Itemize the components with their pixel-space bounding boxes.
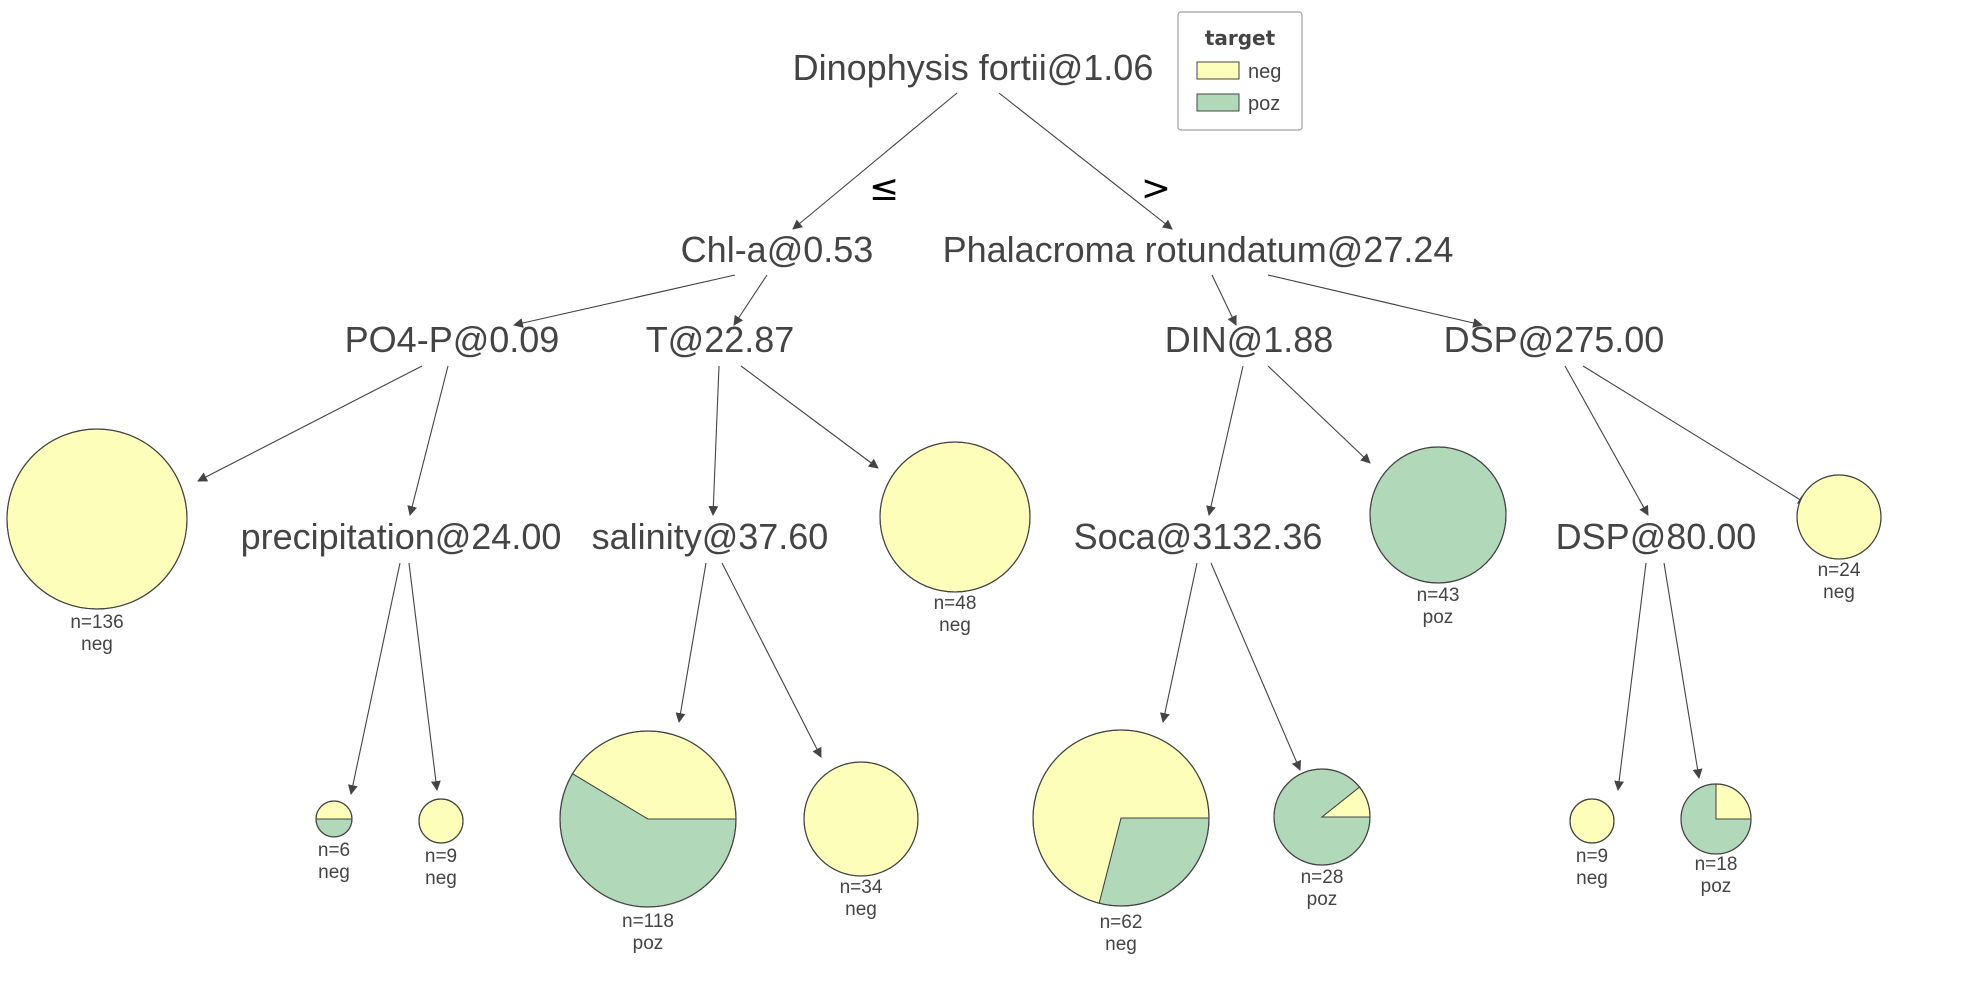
edge-soca-leaf28 xyxy=(1210,562,1302,771)
split-node-phalacroma: Phalacroma rotundatum@27.24 xyxy=(943,229,1454,270)
split-node-dsp-80: DSP@80.00 xyxy=(1556,516,1757,557)
edge-root-phal xyxy=(998,92,1173,230)
edge-label-le: ≤ xyxy=(869,168,899,209)
split-node-precipitation: precipitation@24.00 xyxy=(241,516,562,557)
leaf-node: n=24 neg xyxy=(1796,474,1882,603)
edge-din-soca xyxy=(1206,365,1244,516)
leaf-count: n=28 xyxy=(1301,867,1344,888)
split-node-chla: Chl-a@0.53 xyxy=(681,229,874,270)
leaf-count: n=136 xyxy=(70,612,123,633)
leaf-count: n=24 xyxy=(1818,560,1861,581)
edge-dsp2-leaf18 xyxy=(1663,562,1703,779)
edge-precip-leaf6 xyxy=(348,562,401,795)
pie-slice-neg xyxy=(879,441,1031,593)
edge-po4-precip xyxy=(407,365,449,516)
legend-title: target xyxy=(1205,26,1276,50)
edge-label-gt: > xyxy=(1141,168,1171,209)
leaf-class: poz xyxy=(1701,876,1732,897)
edge-salinity-leaf34 xyxy=(721,562,822,758)
leaf-count: n=9 xyxy=(1576,846,1608,867)
pie-outline xyxy=(1796,474,1882,560)
leaf-node: n=6 neg xyxy=(315,800,353,883)
leaf-class: neg xyxy=(318,862,350,883)
leaf-class: poz xyxy=(1423,607,1454,628)
edge-root-chla xyxy=(792,92,958,230)
legend-swatch-neg xyxy=(1196,61,1240,80)
leaf-class: neg xyxy=(939,615,971,636)
leaf-node: n=48 neg xyxy=(879,441,1031,636)
leaf-class: poz xyxy=(1307,889,1338,910)
pie-slice-neg xyxy=(315,800,353,820)
legend-label-neg: neg xyxy=(1248,61,1281,83)
leaf-class: neg xyxy=(1576,868,1608,889)
leaf-count: n=43 xyxy=(1417,585,1460,606)
edge-dsp1-leaf24 xyxy=(1582,365,1808,505)
leaf-count: n=62 xyxy=(1100,912,1143,933)
pie-outline xyxy=(1032,729,1210,907)
split-node-t: T@22.87 xyxy=(646,319,795,360)
leaf-node: n=43 poz xyxy=(1369,446,1507,628)
edge-dsp2-leaf9b xyxy=(1614,562,1647,791)
pie-slice-neg xyxy=(6,428,188,610)
legend: target neg poz xyxy=(1177,11,1303,131)
split-node-din: DIN@1.88 xyxy=(1165,319,1334,360)
leaf-node: n=28 poz xyxy=(1273,768,1371,910)
edge-t-leaf48 xyxy=(740,365,879,469)
edge-din-leaf43 xyxy=(1267,365,1371,464)
edge-po4-leaf136 xyxy=(197,365,423,482)
pie-slice-poz xyxy=(315,818,353,838)
legend-label-poz: poz xyxy=(1248,93,1280,115)
leaf-count: n=48 xyxy=(934,593,977,614)
edge-chla-po4 xyxy=(513,274,736,328)
leaf-class: neg xyxy=(1105,934,1137,955)
leaf-class: neg xyxy=(845,899,877,920)
split-node-po4: PO4-P@0.09 xyxy=(345,319,560,360)
edge-phal-dsp1 xyxy=(1267,274,1483,328)
leaf-count: n=34 xyxy=(840,877,883,898)
tree-edges xyxy=(197,92,1808,795)
leaf-count: n=18 xyxy=(1695,854,1738,875)
leaf-node: n=34 neg xyxy=(803,761,919,920)
pie-slice-poz xyxy=(1369,446,1507,584)
leaf-node: n=9 neg xyxy=(1569,798,1615,889)
pie-outline xyxy=(559,730,737,908)
leaf-class: poz xyxy=(633,933,664,954)
pie-outline xyxy=(879,441,1031,593)
leaf-count: n=9 xyxy=(425,846,457,867)
leaf-class: neg xyxy=(1823,582,1855,603)
leaf-count: n=6 xyxy=(318,840,350,861)
edge-dsp1-dsp2 xyxy=(1564,365,1649,516)
edge-chla-t xyxy=(733,274,768,326)
pie-outline xyxy=(1273,768,1371,866)
split-node-salinity: salinity@37.60 xyxy=(592,516,829,557)
split-labels: Dinophysis fortii@1.06 Chl-a@0.53 Phalac… xyxy=(241,47,1757,557)
legend-swatch-poz xyxy=(1196,93,1240,112)
split-node-dsp-275: DSP@275.00 xyxy=(1444,319,1665,360)
leaf-node: n=18 poz xyxy=(1680,783,1752,897)
leaf-node: n=62 neg xyxy=(1032,729,1210,955)
leaf-node: n=9 neg xyxy=(418,798,464,889)
split-node-soca: Soca@3132.36 xyxy=(1074,516,1323,557)
pie-outline xyxy=(6,428,188,610)
edge-salinity-leaf118 xyxy=(675,562,707,723)
leaf-class: neg xyxy=(425,868,457,889)
leaf-node: n=118 poz xyxy=(559,730,737,954)
pie-outline xyxy=(1680,783,1752,855)
pie-outline xyxy=(315,800,353,838)
split-node-root: Dinophysis fortii@1.06 xyxy=(793,47,1154,88)
leaf-node: n=136 neg xyxy=(6,428,188,655)
leaf-count: n=118 xyxy=(622,911,674,932)
pie-outline xyxy=(418,798,464,844)
leaf-class: neg xyxy=(81,634,113,655)
pie-outline xyxy=(803,761,919,877)
edge-soca-leaf62 xyxy=(1160,562,1198,723)
edge-t-salinity xyxy=(708,365,720,516)
edge-precip-leaf9a xyxy=(408,562,441,791)
pie-outline xyxy=(1569,798,1615,844)
pie-outline xyxy=(1369,446,1507,584)
edge-phal-din xyxy=(1211,274,1237,326)
